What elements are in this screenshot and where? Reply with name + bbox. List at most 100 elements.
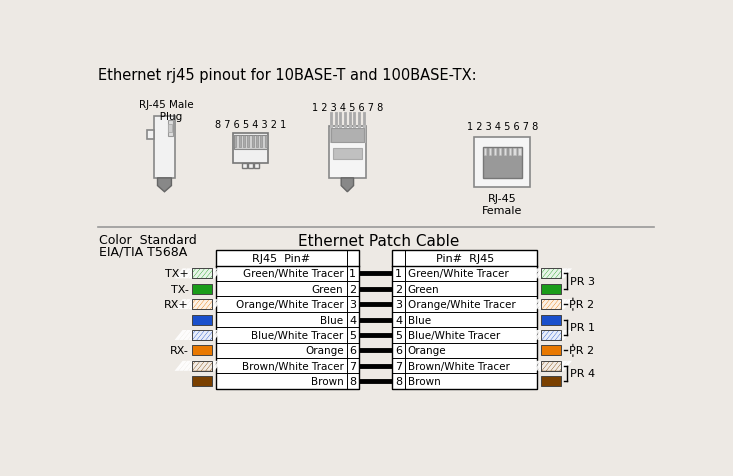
Text: 5: 5 <box>350 330 356 340</box>
Polygon shape <box>528 299 541 309</box>
Polygon shape <box>202 269 213 279</box>
Bar <box>251 136 254 148</box>
Polygon shape <box>202 361 213 371</box>
Polygon shape <box>537 330 550 340</box>
Polygon shape <box>174 299 187 309</box>
Polygon shape <box>158 178 172 192</box>
Polygon shape <box>183 330 196 340</box>
Bar <box>191 299 212 309</box>
Text: Blue: Blue <box>320 315 344 325</box>
Polygon shape <box>210 330 223 340</box>
Text: 6: 6 <box>350 346 356 356</box>
Polygon shape <box>547 330 559 340</box>
Polygon shape <box>188 330 200 340</box>
Polygon shape <box>542 361 554 371</box>
Text: 2: 2 <box>395 284 402 294</box>
Text: RJ-45
Female: RJ-45 Female <box>482 194 523 216</box>
Polygon shape <box>551 361 563 371</box>
Text: RX-: RX- <box>169 346 188 356</box>
Bar <box>541 330 561 340</box>
Bar <box>541 299 561 309</box>
Bar <box>392 251 537 389</box>
Text: Orange/White Tracer: Orange/White Tracer <box>236 299 344 309</box>
Polygon shape <box>197 299 209 309</box>
Bar <box>191 315 212 325</box>
Bar <box>191 346 212 356</box>
Bar <box>169 125 172 132</box>
Text: 2: 2 <box>349 284 356 294</box>
Polygon shape <box>179 299 191 309</box>
Polygon shape <box>183 269 196 279</box>
Bar <box>242 163 246 169</box>
Polygon shape <box>533 269 545 279</box>
Bar <box>260 136 262 148</box>
Polygon shape <box>206 269 218 279</box>
Bar <box>248 136 249 148</box>
Polygon shape <box>183 299 196 309</box>
Polygon shape <box>197 361 209 371</box>
Polygon shape <box>556 299 567 309</box>
Bar <box>541 315 561 325</box>
Text: Blue/White Tracer: Blue/White Tracer <box>251 330 344 340</box>
Text: 1: 1 <box>395 269 402 279</box>
Polygon shape <box>524 299 537 309</box>
Bar <box>541 361 561 371</box>
Text: PR 4: PR 4 <box>570 369 595 379</box>
Polygon shape <box>547 269 559 279</box>
Bar <box>191 330 212 340</box>
Text: 6: 6 <box>395 346 402 356</box>
Polygon shape <box>183 361 196 371</box>
Polygon shape <box>547 361 559 371</box>
Text: RJ-45 Male
   Plug: RJ-45 Male Plug <box>139 100 194 122</box>
Bar <box>256 136 258 148</box>
Text: 7: 7 <box>349 361 356 371</box>
Bar <box>235 136 236 148</box>
Text: 1: 1 <box>350 269 356 279</box>
Polygon shape <box>528 269 541 279</box>
Text: Brown/White Tracer: Brown/White Tracer <box>408 361 509 371</box>
Bar <box>541 284 561 294</box>
Text: Brown: Brown <box>408 377 441 387</box>
Text: Brown/White Tracer: Brown/White Tracer <box>242 361 344 371</box>
Bar <box>541 330 561 340</box>
Polygon shape <box>179 330 191 340</box>
Polygon shape <box>188 299 200 309</box>
Bar <box>494 149 496 156</box>
Text: Ethernet rj45 pinout for 10BASE-T and 100BASE-TX:: Ethernet rj45 pinout for 10BASE-T and 10… <box>97 68 476 83</box>
Bar <box>191 299 212 309</box>
Bar <box>474 138 530 188</box>
Polygon shape <box>560 361 572 371</box>
Text: Green: Green <box>408 284 440 294</box>
Bar <box>541 299 561 309</box>
Polygon shape <box>147 131 154 140</box>
Polygon shape <box>202 299 213 309</box>
Text: Green/White Tracer: Green/White Tracer <box>243 269 344 279</box>
Bar <box>541 361 561 371</box>
Text: 7: 7 <box>395 361 402 371</box>
Bar <box>191 361 212 371</box>
Text: 8: 8 <box>395 377 402 387</box>
Bar <box>254 163 259 169</box>
Polygon shape <box>533 299 545 309</box>
Bar <box>191 361 212 371</box>
Polygon shape <box>197 269 209 279</box>
Text: PR 1: PR 1 <box>570 323 594 333</box>
Bar <box>489 149 491 156</box>
Polygon shape <box>547 299 559 309</box>
Polygon shape <box>537 299 550 309</box>
Polygon shape <box>533 361 545 371</box>
Bar <box>541 377 561 387</box>
Bar <box>239 136 240 148</box>
Polygon shape <box>210 269 223 279</box>
Polygon shape <box>174 330 187 340</box>
Polygon shape <box>206 330 218 340</box>
Polygon shape <box>542 330 554 340</box>
Polygon shape <box>560 269 572 279</box>
Text: TX+: TX+ <box>165 269 188 279</box>
Text: Orange: Orange <box>408 346 446 356</box>
Bar <box>331 129 364 142</box>
Text: EIA/TIA T568A: EIA/TIA T568A <box>100 245 188 258</box>
Bar <box>191 284 212 294</box>
Polygon shape <box>556 330 567 340</box>
Bar <box>485 149 487 156</box>
